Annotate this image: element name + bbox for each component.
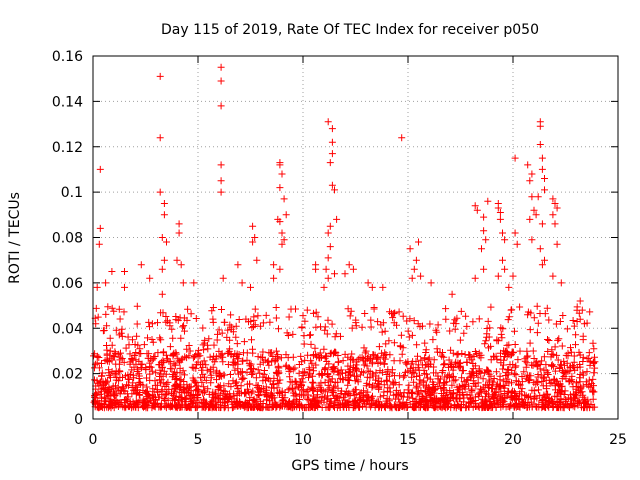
data-points [90,63,599,412]
y-tick-label: 0.16 [52,49,83,65]
y-tick-label: 0.02 [52,367,83,383]
x-tick-label: 25 [609,432,627,448]
series-roti-markers [90,63,599,412]
x-tick-labels: 0 5 10 15 20 25 [89,432,627,448]
y-tick-label: 0.12 [52,140,83,156]
y-tick-label: 0.08 [52,231,83,247]
y-tick-label: 0.04 [52,321,83,337]
x-tick-label: 10 [294,432,312,448]
y-axis-label: ROTI / TECUs [7,192,23,284]
axis-ticks [92,55,619,420]
x-tick-label: 20 [504,432,522,448]
x-tick-label: 0 [89,432,98,448]
y-tick-labels: 0 0.02 0.04 0.06 0.08 0.1 0.12 0.14 0.16 [52,49,83,428]
chart-title: Day 115 of 2019, Rate Of TEC Index for r… [161,22,539,38]
x-tick-label: 5 [194,432,203,448]
grid-lines [93,56,618,419]
x-tick-label: 15 [399,432,417,448]
y-tick-label: 0.1 [61,185,83,201]
y-tick-label: 0.06 [52,276,83,292]
y-tick-label: 0 [74,412,83,428]
y-tick-label: 0.14 [52,94,83,110]
x-axis-label: GPS time / hours [291,458,408,474]
